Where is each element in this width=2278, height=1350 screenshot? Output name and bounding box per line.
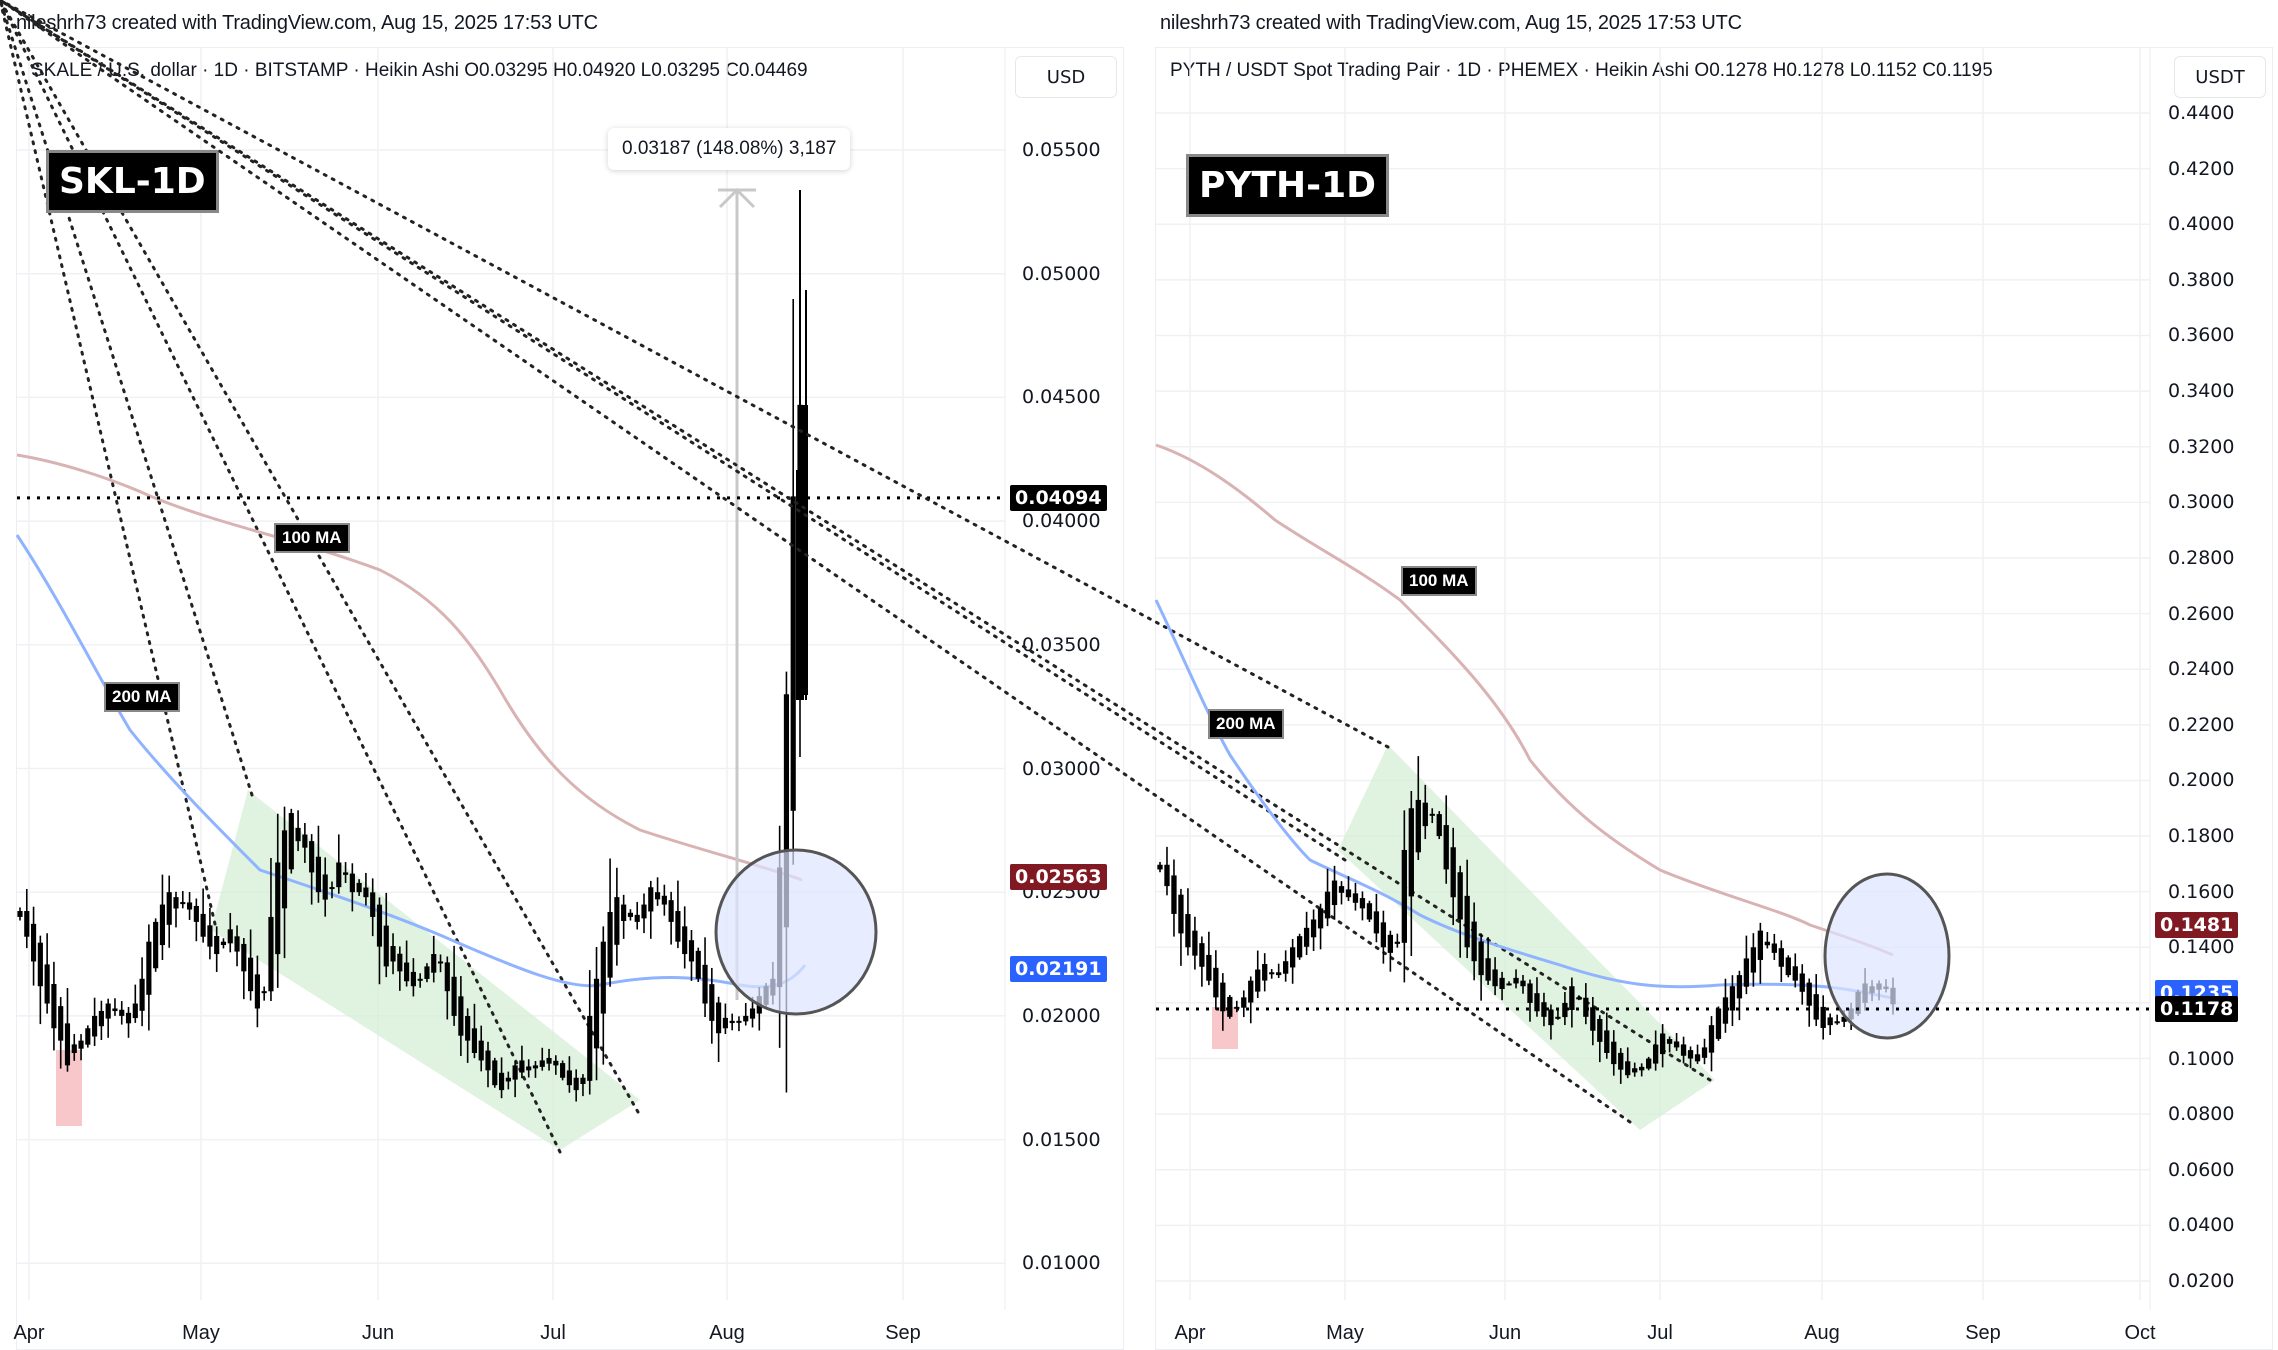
y-tick-label: 0.04500: [1022, 386, 1101, 409]
y-tick-label: 0.05000: [1022, 262, 1101, 285]
pyth-ma100-tag: 0.1481: [2155, 911, 2239, 938]
x-tick-label: Aug: [709, 1322, 745, 1344]
x-tick-label: Oct: [2124, 1322, 2156, 1344]
pyth-ma200-label: 200 MA: [1208, 709, 1284, 739]
credit-right: nileshrh73 created with TradingView.com,…: [1160, 12, 1742, 34]
y-tick-label: 0.4200: [2168, 157, 2235, 180]
x-tick-label: Jun: [1488, 1322, 1522, 1344]
y-tick-label: 0.3200: [2168, 435, 2235, 458]
x-tick-label: Aug: [1804, 1322, 1840, 1344]
y-tick-label: 0.05500: [1022, 139, 1101, 161]
pyth-chart-panel[interactable]: PYTH / USDT Spot Trading Pair · 1D · PHE…: [1155, 47, 2273, 1350]
y-tick-label: 0.3400: [2168, 380, 2235, 403]
y-tick-label: 0.4400: [2168, 102, 2235, 124]
y-tick-label: 0.2400: [2168, 658, 2235, 681]
skl-ma200-label: 200 MA: [104, 682, 180, 712]
y-tick-label: 0.1600: [2168, 880, 2235, 903]
y-tick-label: 0.4000: [2168, 213, 2235, 236]
skl-title-label: SKL-1D: [46, 150, 219, 213]
y-tick-label: 0.0400: [2168, 1214, 2235, 1237]
y-tick-label: 0.2000: [2168, 769, 2235, 792]
y-tick-label: 0.1400: [2168, 936, 2235, 959]
skl-legend: SKALE / U.S. dollar · 1D · BITSTAMP · He…: [31, 60, 808, 81]
y-tick-label: 0.1800: [2168, 825, 2235, 848]
x-tick-label: May: [182, 1322, 220, 1344]
skl-ma200-tag: 0.02191: [1010, 955, 1107, 982]
x-tick-label: Jun: [361, 1322, 395, 1344]
x-tick-label: Sep: [885, 1322, 921, 1344]
skl-last-price-tag: 0.04094: [1010, 484, 1107, 511]
y-tick-label: 0.01000: [1022, 1252, 1101, 1275]
x-tick-label: Sep: [1965, 1322, 2001, 1344]
y-tick-label: 0.2800: [2168, 546, 2235, 569]
y-tick-label: 0.3800: [2168, 268, 2235, 291]
skl-ma100-label: 100 MA: [274, 523, 350, 553]
y-tick-label: 0.02000: [1022, 1004, 1101, 1027]
y-tick-label: 0.3600: [2168, 324, 2235, 347]
y-tick-label: 0.03500: [1022, 633, 1101, 656]
x-tick-label: Jul: [540, 1322, 566, 1344]
x-tick-label: May: [1326, 1322, 1364, 1344]
x-tick-label: Apr: [1174, 1322, 1206, 1344]
pyth-last-price-tag: 0.1178: [2155, 996, 2239, 1023]
y-tick-label: 0.01500: [1022, 1128, 1101, 1151]
pyth-legend: PYTH / USDT Spot Trading Pair · 1D · PHE…: [1170, 60, 1993, 81]
pyth-currency-button[interactable]: USDT: [2174, 56, 2266, 98]
skl-ma100-tag: 0.02563: [1010, 863, 1107, 890]
skl-measure-tooltip: 0.03187 (148.08%) 3,187: [608, 128, 851, 170]
y-tick-label: 0.04000: [1022, 510, 1101, 533]
x-tick-label: Jul: [1647, 1322, 1673, 1344]
skl-currency-button[interactable]: USD: [1015, 56, 1117, 98]
y-tick-label: 0.03000: [1022, 757, 1101, 780]
x-tick-label: Apr: [13, 1322, 45, 1344]
credit-left: nileshrh73 created with TradingView.com,…: [16, 12, 598, 34]
y-tick-label: 0.1000: [2168, 1047, 2235, 1070]
pyth-title-label: PYTH-1D: [1186, 154, 1390, 217]
y-tick-label: 0.2200: [2168, 713, 2235, 736]
y-tick-label: 0.0200: [2168, 1270, 2235, 1293]
y-tick-label: 0.3000: [2168, 491, 2235, 514]
y-tick-label: 0.0800: [2168, 1103, 2235, 1126]
pyth-ma100-label: 100 MA: [1401, 566, 1477, 596]
y-tick-label: 0.2600: [2168, 602, 2235, 625]
y-tick-label: 0.0600: [2168, 1158, 2235, 1181]
